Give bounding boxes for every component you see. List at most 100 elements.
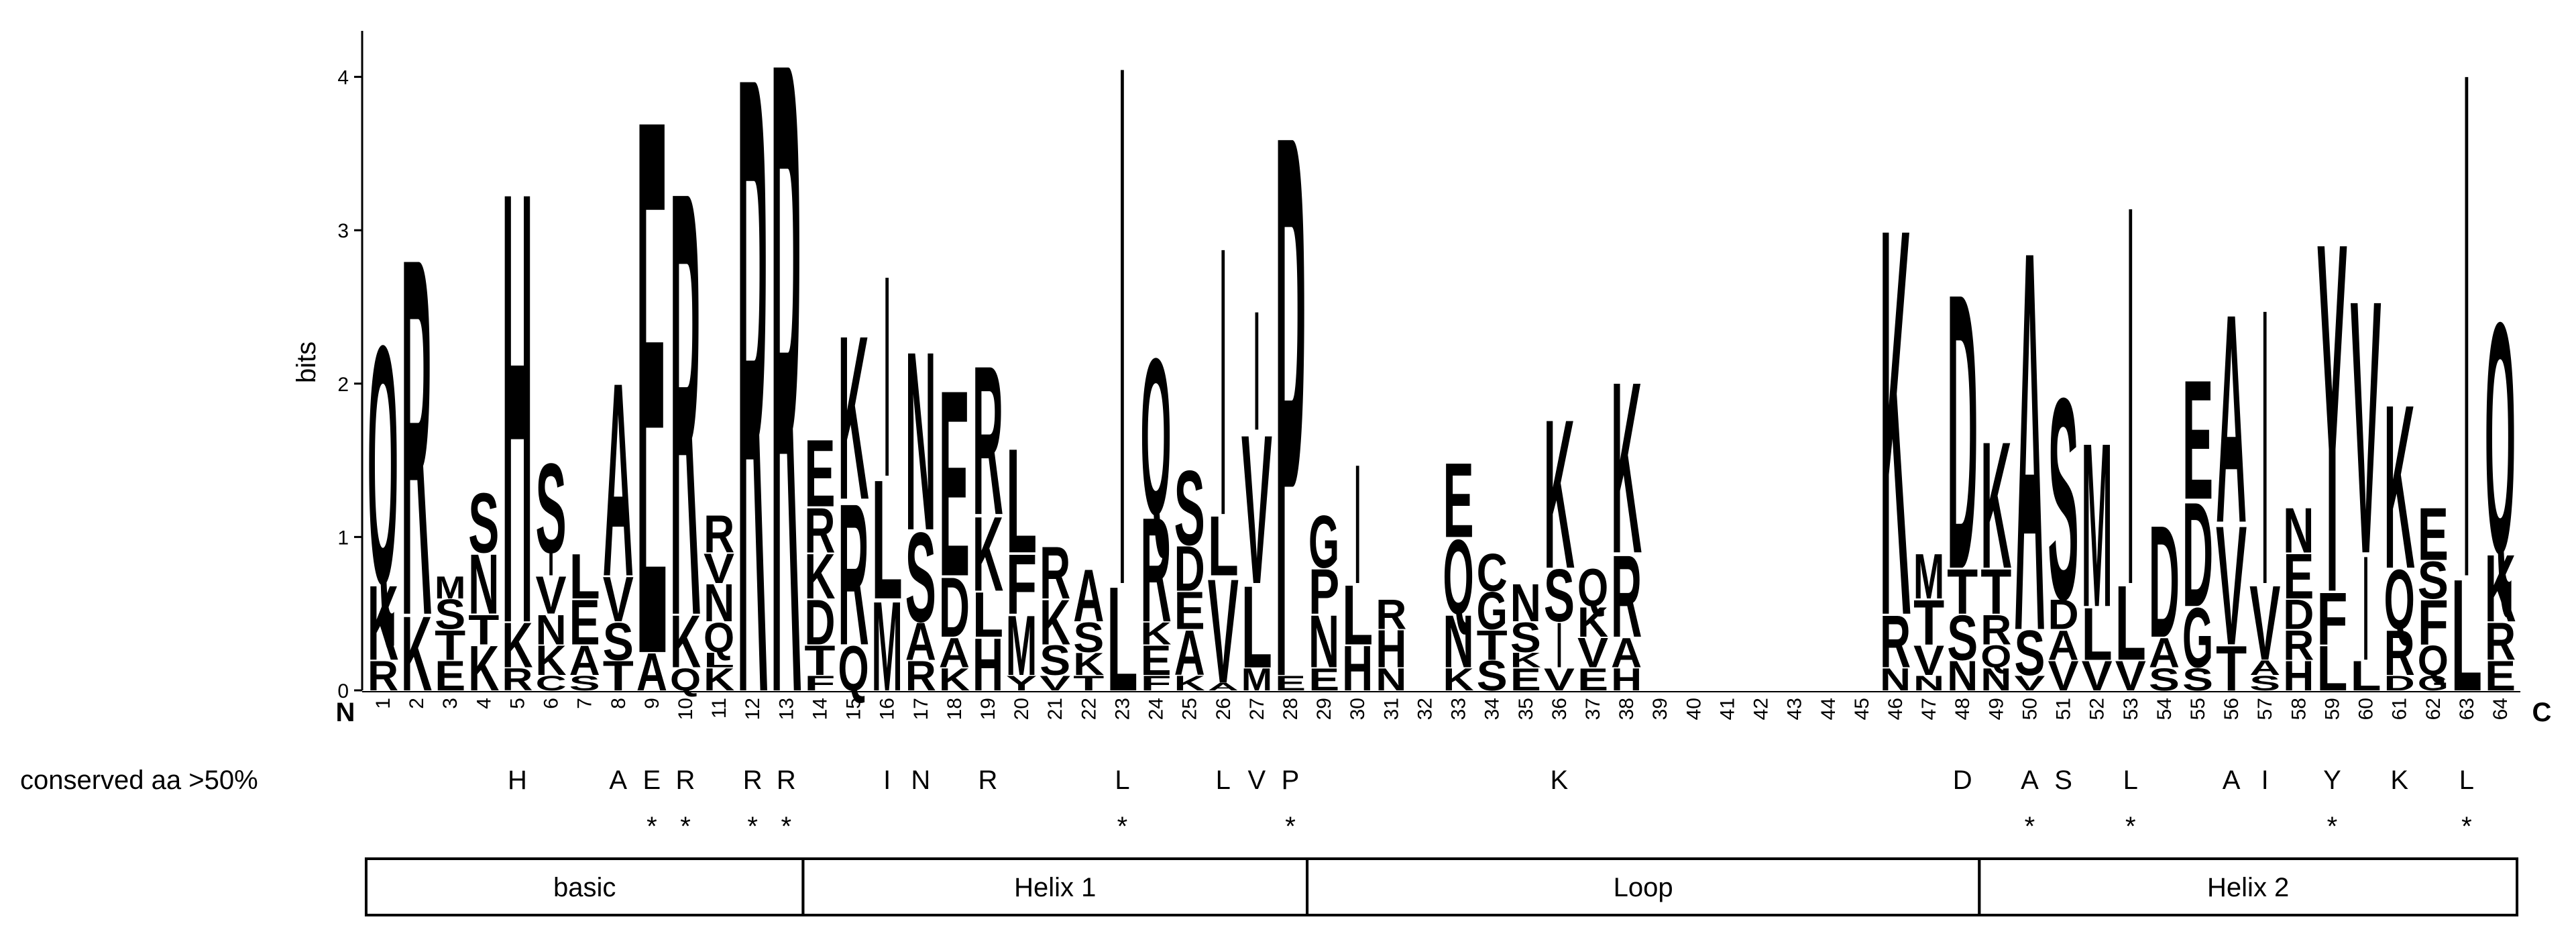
logo-letter: M — [872, 576, 903, 719]
x-tick-label: 42 — [1750, 698, 1773, 720]
x-tick-label: 43 — [1784, 698, 1806, 720]
logo-letter: T — [1913, 588, 1944, 659]
logo-letter: H — [1342, 633, 1373, 704]
x-tick-label: 63 — [2456, 698, 2478, 720]
logo-letter: K — [972, 494, 1003, 614]
logo-letter: Y — [1006, 671, 1037, 695]
logo-letter: N — [1913, 671, 1944, 695]
logo-letter: F — [804, 671, 835, 695]
logo-letter: K — [1073, 647, 1104, 682]
logo-letter: Q — [1443, 517, 1474, 637]
logo-letter: V — [1913, 636, 1944, 684]
x-tick-label: 1 — [372, 698, 394, 709]
logo-letter: F — [2316, 578, 2347, 661]
x-tick-label: 5 — [506, 698, 528, 709]
x-tick-label: 3 — [439, 698, 461, 709]
logo-letter: S — [435, 590, 465, 639]
x-tick-label: 51 — [2053, 698, 2075, 720]
x-tick-label: 21 — [1044, 698, 1066, 720]
logo-letter: N — [1947, 651, 1978, 700]
logo-letter: N — [536, 606, 567, 654]
logo-letter: G — [2418, 671, 2449, 695]
conserved-residue: I — [883, 765, 891, 795]
x-tick-label: 32 — [1414, 698, 1436, 720]
logo-letter: R — [972, 321, 1003, 560]
logo-letter: C — [1477, 543, 1508, 602]
logo-letter: M — [1241, 662, 1272, 698]
x-tick-label: 24 — [1145, 698, 1168, 720]
logo-letter: V — [2048, 651, 2079, 700]
logo-letter: S — [2014, 618, 2045, 689]
x-tick-label: 26 — [1213, 698, 1235, 720]
logo-letter: K — [1577, 598, 1608, 646]
logo-letter: E — [1174, 582, 1205, 641]
logo-letter: L — [872, 445, 903, 635]
y-tick-label: 0 — [337, 680, 349, 702]
logo-letter: R — [502, 662, 533, 698]
logo-letter: N — [1443, 600, 1474, 684]
logo-letter: E — [939, 335, 970, 633]
logo-letter: K — [468, 633, 499, 704]
logo-letter: F — [1006, 537, 1037, 632]
logo-letter: M — [1006, 598, 1037, 694]
logo-letter: N — [1308, 600, 1339, 684]
x-tick-label: 7 — [574, 698, 596, 709]
logo-letter: D — [2384, 671, 2415, 695]
logo-letter: G — [1477, 582, 1508, 641]
conserved-residue: I — [2261, 765, 2269, 795]
logo-letter: A — [1611, 629, 1642, 677]
conserved-residue: R — [743, 765, 763, 795]
logo-letter: M — [2082, 394, 2113, 657]
logo-letter: Q — [1980, 639, 2011, 674]
logo-letter: K — [536, 636, 567, 684]
x-tick-label: 11 — [708, 698, 730, 719]
logo-letter: E — [1308, 662, 1339, 698]
logo-letter: I — [1355, 429, 1361, 619]
logo-letter: L — [2115, 564, 2146, 683]
x-tick-label: 40 — [1683, 698, 1705, 720]
x-tick-label: 10 — [675, 698, 697, 720]
logo-letter: I — [2463, 0, 2469, 729]
logo-letter: A — [2048, 621, 2079, 669]
logo-letter: Q — [838, 633, 869, 704]
logo-letter: K — [2485, 534, 2516, 642]
conserved-residue: R — [777, 765, 796, 795]
logo-letter: R — [401, 150, 432, 722]
logo-letter: N — [905, 297, 936, 583]
x-tick-label: 55 — [2187, 698, 2209, 720]
logo-letter: P — [1275, 0, 1306, 840]
logo-letter: F — [1141, 671, 1172, 695]
x-tick-label: 47 — [1918, 698, 1940, 720]
logo-letter: Y — [2316, 139, 2347, 698]
logo-letter: D — [2182, 472, 2213, 638]
x-tick-label: 20 — [1011, 698, 1033, 720]
logo-letter: L — [2082, 593, 2113, 676]
logo-letter: I — [1220, 167, 1226, 595]
y-axis-label: bits — [292, 341, 321, 383]
logo-letter: S — [569, 671, 600, 695]
logo-letter: N — [704, 574, 734, 633]
conserved-residue: S — [2054, 765, 2072, 795]
conserved-residue: R — [676, 765, 695, 795]
logo-letter: K — [502, 611, 533, 682]
logo-letter: V — [2014, 671, 2046, 695]
logo-letter: E — [2418, 493, 2449, 576]
x-tick-label: 61 — [2389, 698, 2411, 720]
logo-letter: E — [1577, 662, 1608, 698]
x-tick-label: 31 — [1380, 698, 1402, 720]
x-tick-label: 18 — [944, 698, 966, 720]
x-tick-label: 49 — [1985, 698, 2007, 720]
logo-letter: N — [1376, 662, 1406, 698]
y-tick-label: 3 — [337, 220, 349, 242]
logo-letter: K — [401, 594, 432, 713]
logo-letter: H — [972, 623, 1003, 706]
logo-letter: K — [368, 564, 398, 683]
x-tick-label: 64 — [2489, 698, 2512, 720]
logo-letter: K — [1174, 671, 1205, 695]
x-tick-label: 37 — [1582, 698, 1604, 720]
x-tick-label: 8 — [608, 698, 630, 709]
logo-letter: E — [569, 588, 600, 659]
logo-letter: V — [2249, 564, 2280, 683]
